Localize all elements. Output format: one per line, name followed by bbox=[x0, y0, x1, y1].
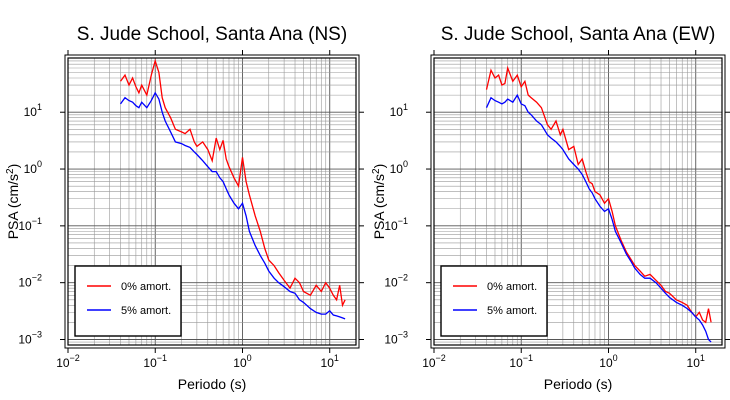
tick-marks bbox=[60, 50, 364, 353]
x-tick-label: 10−1 bbox=[143, 353, 167, 370]
series-line-damping-0 bbox=[485, 65, 712, 324]
x-tick-label: 101 bbox=[321, 353, 339, 370]
x-axis-label: Periodo (s) bbox=[178, 376, 246, 392]
x-tick-label: 10−2 bbox=[422, 353, 446, 370]
x-tick-label: 10−2 bbox=[56, 353, 80, 370]
chart-title: S. Jude School, Santa Ana (EW) bbox=[441, 24, 716, 45]
series-line-damping-5 bbox=[485, 93, 712, 343]
y-tick-label: 100 bbox=[24, 159, 42, 176]
x-tick-label: 101 bbox=[687, 353, 705, 370]
legend: 0% amort. 5% amort. bbox=[440, 265, 548, 337]
plot-frame-outer bbox=[64, 54, 360, 349]
y-tick-label: 101 bbox=[24, 102, 42, 119]
x-tick-label: 10−1 bbox=[509, 353, 533, 370]
chart-panel-ns: 10−2 10−1 100 101 10−3 10−2 10−1 100 101 S. Jude … bbox=[5, 24, 364, 392]
plot-frame-outer bbox=[430, 54, 726, 349]
y-tick-label: 10−3 bbox=[18, 329, 42, 346]
x-tick-label: 100 bbox=[599, 353, 617, 370]
y-tick-label: 10−2 bbox=[18, 273, 42, 290]
legend: 0% amort. 5% amort. bbox=[74, 265, 182, 337]
plot-frame bbox=[67, 57, 357, 346]
tick-marks bbox=[426, 50, 730, 353]
y-axis-label: PSA (cm/s2) bbox=[5, 164, 21, 240]
x-tick-label: 100 bbox=[233, 353, 251, 370]
y-tick-label: 10−2 bbox=[384, 273, 408, 290]
legend-label: 5% amort. bbox=[487, 305, 537, 317]
chart-panel-ew: 10−2 10−1 100 101 10−3 10−2 10−1 100 101 S. Jude … bbox=[371, 24, 730, 392]
legend-label: 0% amort. bbox=[121, 281, 171, 293]
legend-box bbox=[74, 265, 182, 337]
y-tick-label: 10−1 bbox=[384, 216, 408, 233]
legend-label: 0% amort. bbox=[487, 281, 537, 293]
series-line-damping-5 bbox=[119, 91, 346, 320]
y-tick-label: 10−1 bbox=[18, 216, 42, 233]
y-axis-label: PSA (cm/s2) bbox=[371, 164, 387, 240]
y-tick-label: 10−3 bbox=[384, 329, 408, 346]
plot-frame bbox=[433, 57, 723, 346]
series-line-damping-0 bbox=[119, 58, 346, 308]
y-tick-label: 100 bbox=[390, 159, 408, 176]
x-axis-label: Periodo (s) bbox=[544, 376, 612, 392]
legend-label: 5% amort. bbox=[121, 305, 171, 317]
legend-box bbox=[440, 265, 548, 337]
y-tick-label: 101 bbox=[390, 102, 408, 119]
chart-title: S. Jude School, Santa Ana (NS) bbox=[77, 24, 347, 45]
